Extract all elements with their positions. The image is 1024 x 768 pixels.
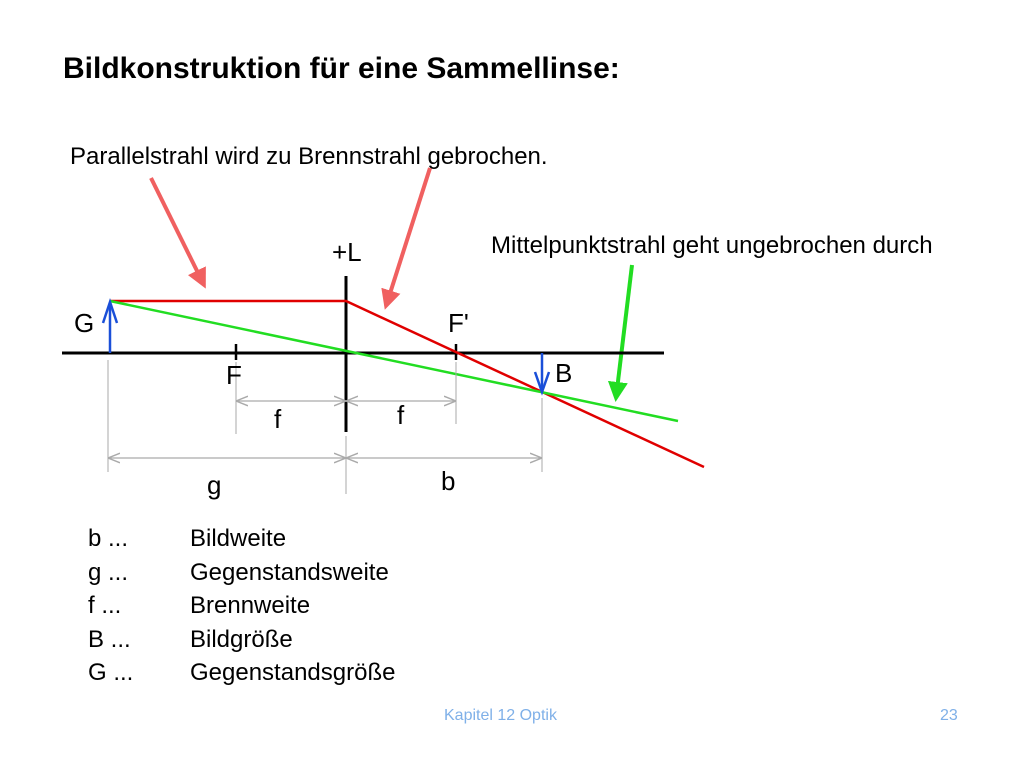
legend-row: g ... Gegenstandsweite bbox=[88, 556, 395, 590]
footer-chapter: Kapitel 12 Optik bbox=[444, 707, 557, 724]
legend-meaning: Gegenstandsgröße bbox=[190, 659, 396, 686]
image-distance-label: b bbox=[441, 466, 455, 496]
center-ray-annotation: Mittelpunktstrahl geht ungebrochen durch bbox=[491, 232, 933, 259]
object-distance-label: g bbox=[207, 470, 221, 500]
parallel-annotation-arrow-right bbox=[381, 167, 432, 310]
object-label: G bbox=[74, 308, 94, 338]
lens-label: +L bbox=[332, 237, 362, 267]
legend-meaning: Gegenstandsweite bbox=[190, 558, 389, 586]
footer-page-number: 23 bbox=[940, 707, 958, 724]
legend-symbol: g ... bbox=[88, 558, 129, 586]
parallel-ray bbox=[110, 299, 705, 469]
focal-length-left-label: f bbox=[274, 404, 282, 434]
parallel-annotation-arrow-left bbox=[149, 177, 206, 289]
center-ray bbox=[109, 299, 679, 423]
legend-symbol: f ... bbox=[88, 592, 122, 619]
focal-length-right-label: f bbox=[397, 400, 405, 430]
slide-title: Bildkonstruktion für eine Sammellinse: bbox=[63, 52, 620, 85]
focus-back-label: F' bbox=[448, 308, 469, 338]
object-arrow-head bbox=[101, 298, 119, 324]
legend-symbol: B ... bbox=[88, 625, 131, 653]
legend-row: B ... Bildgröße bbox=[88, 623, 395, 657]
legend-symbol: b ... bbox=[88, 525, 129, 552]
image-label: B bbox=[555, 358, 572, 388]
legend-meaning: Bildgröße bbox=[190, 625, 293, 653]
legend-row: f ... Brennweite bbox=[88, 589, 395, 623]
image-arrow-head bbox=[533, 371, 551, 396]
legend-meaning: Bildweite bbox=[190, 525, 287, 552]
parallel-ray-annotation: Parallelstrahl wird zu Brennstrahl gebro… bbox=[70, 143, 548, 170]
legend-row: G ... Gegenstandsgröße bbox=[88, 656, 395, 690]
legend-row: b ... Bildweite bbox=[88, 522, 395, 556]
legend-symbol: G ... bbox=[88, 659, 134, 686]
focus-front-label: F bbox=[226, 360, 242, 390]
symbol-legend: b ... Bildweite g ... Gegenstandsweite f .… bbox=[88, 522, 395, 690]
legend-meaning: Brennweite bbox=[190, 592, 311, 619]
center-annotation-arrow bbox=[607, 264, 634, 402]
